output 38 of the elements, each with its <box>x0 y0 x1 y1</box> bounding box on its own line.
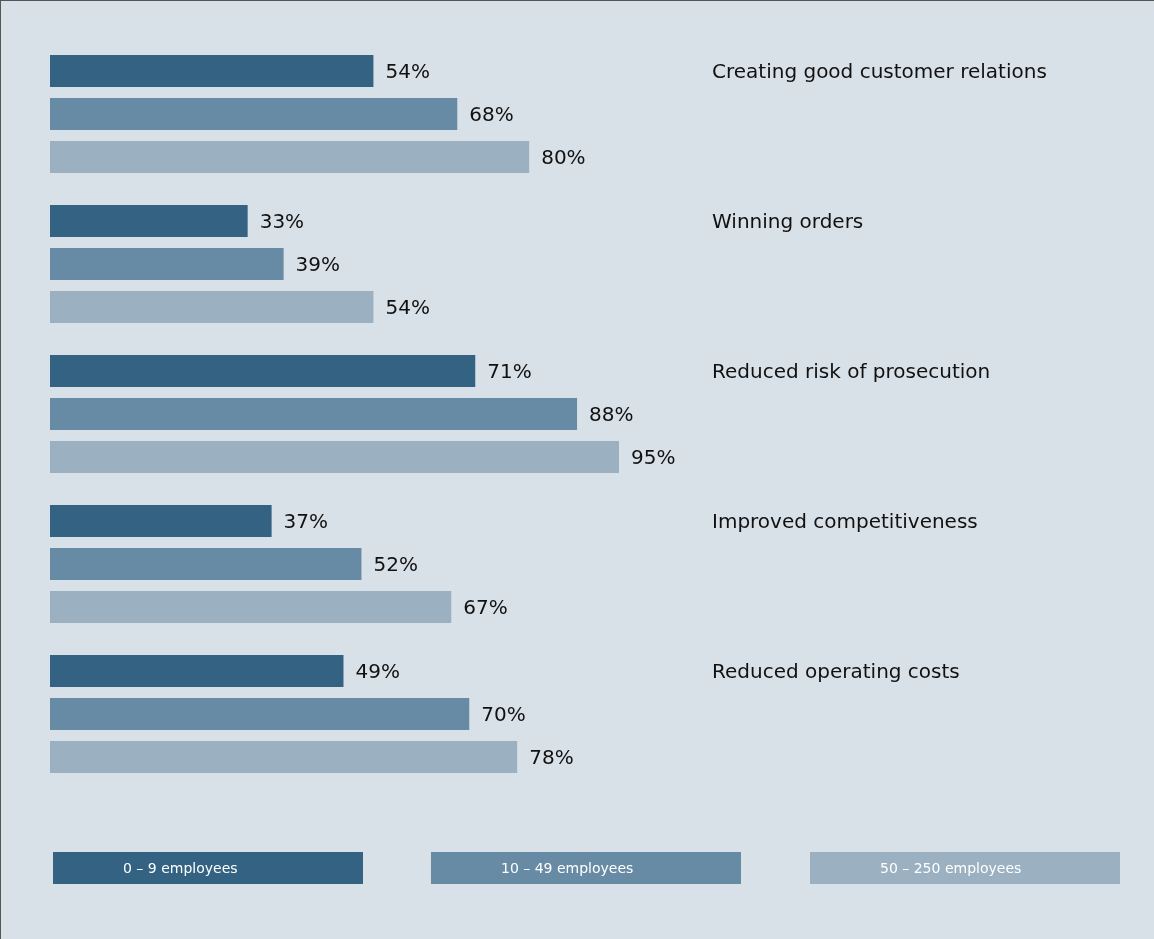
data-label: 67% <box>463 594 508 619</box>
data-label: 39% <box>295 252 341 276</box>
data-label: 70% <box>481 702 526 726</box>
data-label: 54% <box>385 294 430 319</box>
text: 50 – 250 employees <box>880 860 1022 876</box>
data-label: 54% <box>385 59 430 84</box>
y-tick-label: Improved competitiveness <box>712 509 978 533</box>
data-label: 37% <box>283 509 329 534</box>
bar <box>50 655 344 688</box>
data-label: 95% <box>631 444 676 469</box>
bar <box>50 98 458 130</box>
bar <box>50 290 374 323</box>
text: 0 – 9 employees <box>123 860 238 876</box>
bar <box>50 398 578 430</box>
bar <box>50 505 272 538</box>
y-tick-label: Creating good customer relations <box>712 59 1047 83</box>
bar <box>50 590 452 623</box>
data-label: 49% <box>355 659 400 684</box>
data-label: 33% <box>259 209 305 234</box>
y-tick-label: Reduced operating costs <box>712 659 960 683</box>
bar <box>50 140 530 173</box>
text: 10 – 49 employees <box>501 860 634 876</box>
bar <box>50 248 284 280</box>
data-label: 71% <box>487 359 532 384</box>
data-label: 88% <box>589 402 634 426</box>
bar <box>50 440 619 473</box>
bar <box>50 740 518 773</box>
y-tick-label: Winning orders <box>712 209 864 233</box>
data-label: 68% <box>469 102 514 126</box>
bar <box>50 355 476 388</box>
bar <box>50 205 248 238</box>
data-label: 80% <box>541 144 586 169</box>
data-label: 78% <box>529 744 574 769</box>
bar <box>50 548 362 580</box>
bar <box>50 55 374 88</box>
bar <box>50 698 470 730</box>
y-tick-label: Reduced risk of prosecution <box>712 359 991 383</box>
data-label: 52% <box>373 552 418 576</box>
